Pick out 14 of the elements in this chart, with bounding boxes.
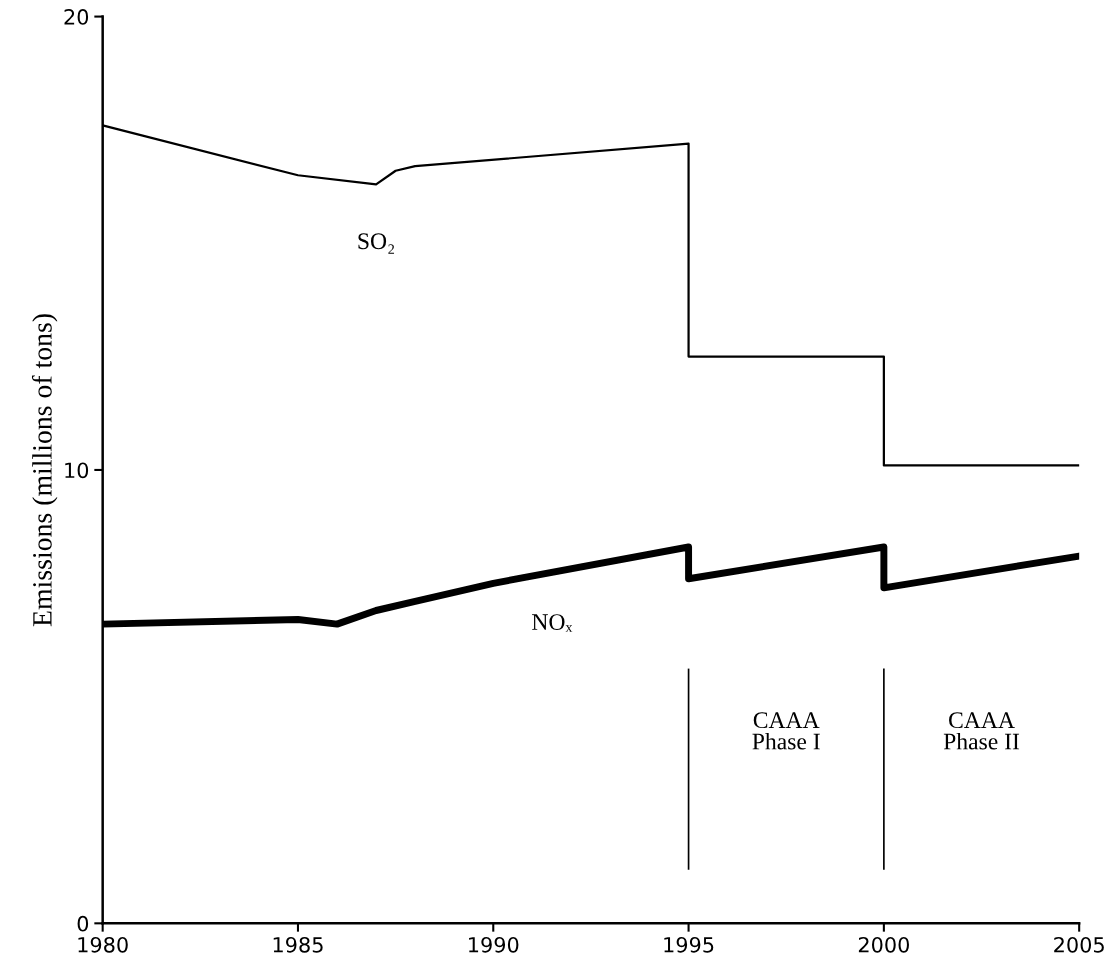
y-tick-label: 20 xyxy=(64,9,89,25)
text: SO₂ xyxy=(358,233,395,254)
y-tick-label: 10 xyxy=(65,462,89,479)
x-tick-label: 1990 xyxy=(469,936,519,953)
series-label: NOₓ xyxy=(532,614,573,632)
annotation: CAAA Phase I xyxy=(752,712,820,750)
x-tick-label: 2005 xyxy=(1054,936,1104,953)
annotation: CAAA Phase II xyxy=(943,712,1020,750)
x-tick-label: 2000 xyxy=(858,936,909,953)
x-tick-label: 1980 xyxy=(78,936,128,953)
x-tick-label: 1995 xyxy=(664,936,714,953)
y-axis-title: Emissions (millions of tons) xyxy=(31,314,58,627)
x-tick-label: 1985 xyxy=(273,936,323,953)
y-tick-label: 0 xyxy=(77,915,89,932)
